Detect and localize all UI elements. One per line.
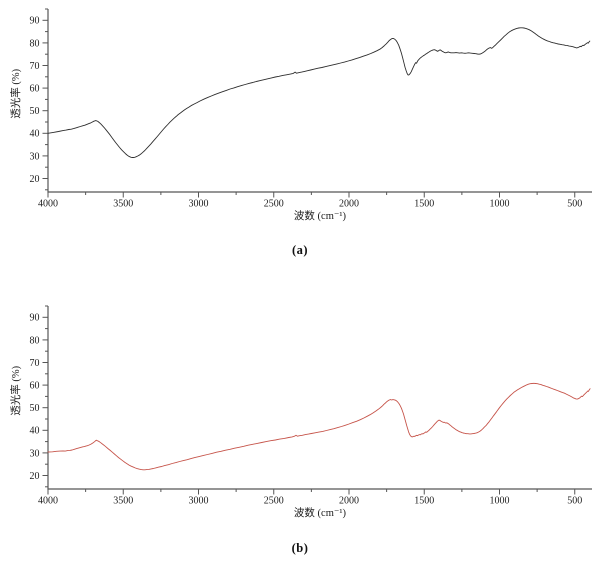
y-axis-title: 透光率 (%) [9,68,22,118]
caption-a: (a) [291,243,309,257]
y-tick-label: 30 [30,448,40,459]
x-tick-label: 3500 [113,496,133,507]
x-tick-label: 500 [567,496,582,507]
axis-tick-labels: 20 30 40 50 60 70 80 90 4000 3500 3000 2500 2000 1500… [30,16,583,210]
y-tick-label: 80 [30,38,40,49]
y-tick-label: 30 [30,151,40,162]
x-tick-label: 2000 [339,496,359,507]
y-tick-label: 80 [30,335,40,346]
axis-ticks [42,8,576,198]
spectrum-chart-b: 20 30 40 50 60 70 80 90 4000 3500 3000 2500 2000 1500… [9,305,592,519]
y-tick-label: 40 [30,426,40,437]
x-tick-label: 2000 [339,199,359,210]
y-tick-label: 70 [30,61,40,72]
y-tick-label: 70 [30,358,40,369]
x-tick-label: 500 [567,199,582,210]
caption-b: (b) [291,541,309,555]
x-tick-label: 1000 [490,496,510,507]
x-tick-label: 1000 [490,199,510,210]
x-tick-label: 1500 [414,199,434,210]
x-tick-label: 4000 [38,496,58,507]
x-tick-label: 2500 [264,496,284,507]
y-tick-label: 50 [30,403,40,414]
x-tick-label: 3000 [189,496,209,507]
axis-tick-labels: 20 30 40 50 60 70 80 90 4000 3500 3000 2500 2000 1500… [30,313,583,507]
y-tick-label: 60 [30,381,40,392]
axis-ticks [42,305,576,495]
x-axis-title: 波数 (cm⁻¹) [294,209,347,222]
spectrum-line-b [47,382,591,471]
y-tick-label: 20 [30,471,40,482]
x-tick-label: 3000 [189,199,209,210]
spectrum-chart-a: 20 30 40 50 60 70 80 90 4000 3500 3000 2500 2000 1500… [9,8,592,222]
plot-a: 20 30 40 50 60 70 80 90 4000 3500 3000 2500 2000 1500… [9,8,592,222]
y-tick-label: 90 [30,313,40,324]
axes-lines [47,306,592,490]
x-tick-label: 3500 [113,199,133,210]
y-tick-label: 20 [30,174,40,185]
y-axis-title: 透光率 (%) [9,365,22,415]
x-tick-label: 2500 [264,199,284,210]
y-tick-label: 90 [30,16,40,27]
plot-b: 20 30 40 50 60 70 80 90 4000 3500 3000 2500 2000 1500… [9,305,592,519]
y-tick-label: 60 [30,84,40,95]
y-tick-label: 50 [30,106,40,117]
x-axis-title: 波数 (cm⁻¹) [294,506,347,519]
axes-lines [47,9,592,193]
x-tick-label: 4000 [38,199,58,210]
x-tick-label: 1500 [414,496,434,507]
y-tick-label: 40 [30,129,40,140]
spectrum-line-a [47,27,591,158]
